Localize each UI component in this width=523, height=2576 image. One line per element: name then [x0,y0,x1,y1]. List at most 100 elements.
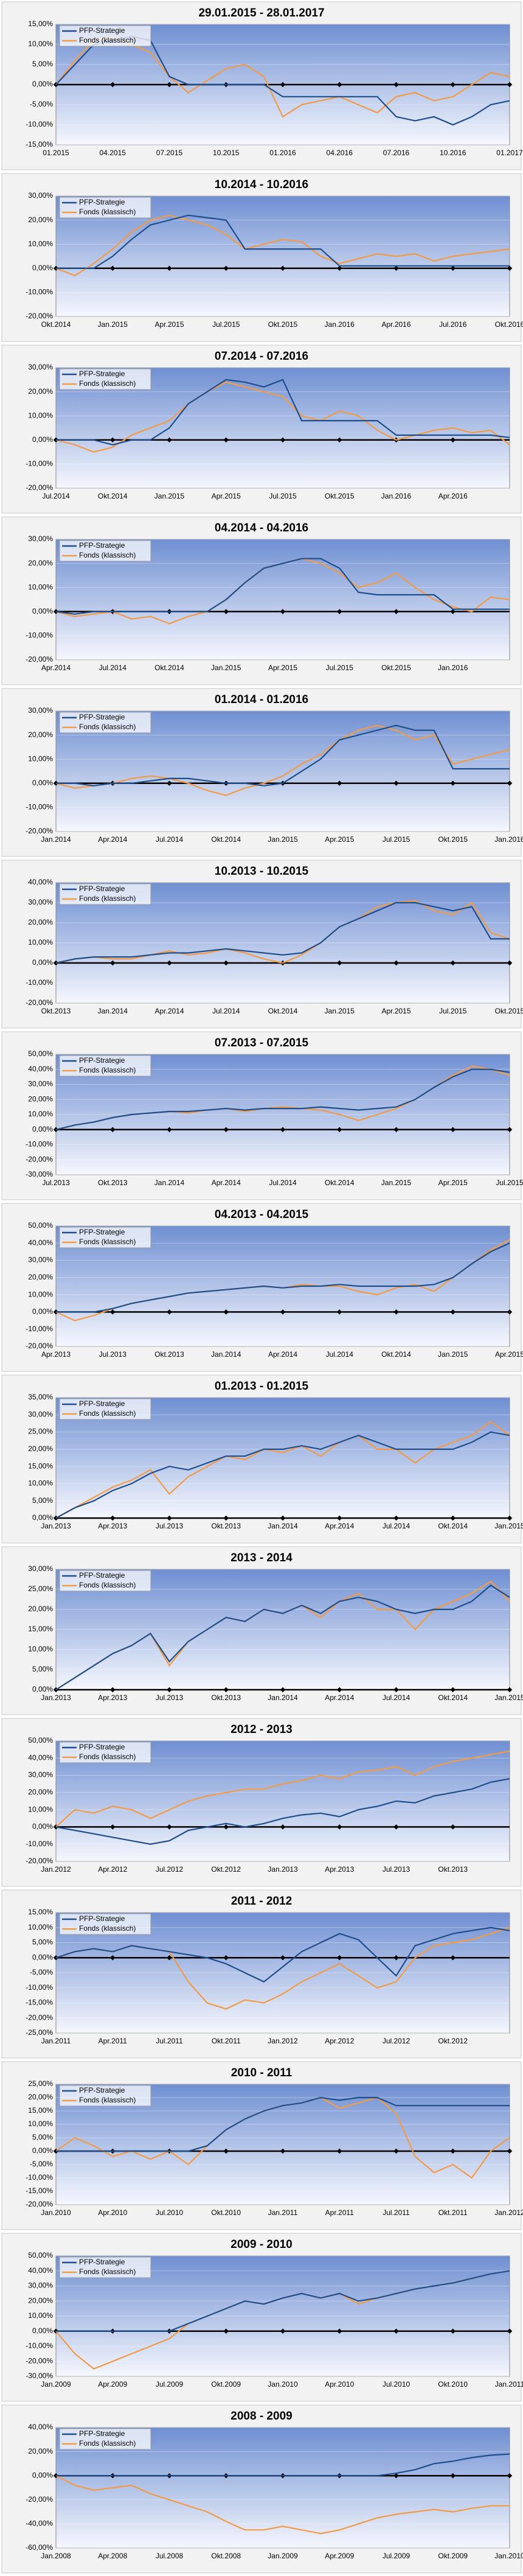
chart-title: 01.2013 - 01.2015 [215,1380,309,1393]
x-tick-marker [450,1955,455,1961]
x-tick-label: Apr.2012 [325,2037,354,2045]
x-tick-label: Jul.2015 [326,663,354,672]
x-tick-label: 04.2015 [100,149,126,157]
x-tick-label: Jul.2013 [383,1865,410,1874]
series-line [55,381,510,453]
x-tick-label: Jul.2015 [269,492,297,500]
series-line [55,1927,510,1983]
x-tick-marker [450,2148,455,2154]
y-tick-label: 10,00% [28,583,53,591]
x-tick-marker [507,2148,513,2154]
x-tick-marker [507,960,513,966]
series-line [55,901,510,964]
chart-title: 2010 - 2011 [231,2067,293,2079]
y-tick-label: -20,00% [26,2495,53,2504]
x-tick-label: 10.2016 [440,149,466,157]
x-tick-marker [393,265,399,271]
x-tick-marker [223,2328,229,2334]
x-tick-marker [223,265,229,271]
x-tick-label: Jul.2016 [439,320,467,329]
y-tick-label: 30,00% [28,191,53,200]
legend-label: PFP-Strategie [79,1743,125,1751]
y-tick-label: 10,00% [28,1805,53,1813]
x-tick-label: Apr.2013 [98,1522,127,1530]
legend-label: Fonds (klassisch) [79,2096,136,2104]
x-tick-marker [337,2148,342,2154]
x-tick-label: Jul.2012 [383,2037,410,2045]
y-tick-label: 50,00% [28,1049,53,1058]
y-tick-label: -15,00% [26,140,53,149]
x-tick-marker [167,1824,172,1830]
legend-label: Fonds (klassisch) [79,1924,136,1933]
legend-box [59,2256,151,2278]
x-tick-marker [110,82,116,88]
legend-label: Fonds (klassisch) [79,1066,136,1074]
x-tick-marker [337,780,342,786]
chart-title: 07.2014 - 07.2016 [215,350,308,363]
x-tick-label: Jan.2015 [98,320,128,329]
x-tick-marker [167,265,172,271]
y-tick-label: 10,00% [28,239,53,248]
x-tick-label: Jul.2014 [156,835,184,844]
legend-label: Fonds (klassisch) [79,36,136,44]
x-tick-label: Apr.2009 [325,2552,354,2560]
y-tick-label: 0,00% [32,2326,53,2335]
x-tick-label: 07.2016 [383,149,410,157]
y-tick-label: -10,00% [26,1325,53,1333]
y-tick-label: 10,00% [28,1923,53,1931]
x-tick-marker [337,265,342,271]
x-tick-label: 01.2015 [43,149,69,157]
x-tick-marker [450,1824,455,1830]
y-tick-label: -20,00% [26,1155,53,1163]
x-tick-marker [167,1309,172,1315]
legend-label: PFP-Strategie [79,369,125,378]
y-tick-label: 30,00% [28,1564,53,1573]
y-tick-label: 5,00% [32,1665,53,1673]
x-tick-label: Okt.2015 [495,1007,523,1015]
legend-box [59,2085,151,2107]
x-tick-label: 07.2015 [156,149,183,157]
legend-label: Fonds (klassisch) [79,2439,136,2448]
y-tick-label: 0,00% [32,264,53,272]
x-tick-label: Jan.2015 [381,1178,412,1187]
x-tick-marker [450,609,455,615]
x-tick-label: Okt.2013 [211,1522,241,1530]
x-tick-label: Jul.2015 [439,1007,467,1015]
x-tick-label: Jan.2009 [41,2380,71,2389]
y-tick-label: -20,00% [26,483,53,492]
x-tick-label: Jul.2014 [212,1007,240,1015]
x-tick-label: Jan.2016 [494,835,523,844]
x-tick-label: Okt.2015 [268,320,298,329]
series-line [55,558,510,615]
x-tick-label: Apr.2015 [268,663,297,672]
y-tick-label: 35,00% [28,1393,53,1401]
series-line [56,2096,510,2152]
legend-box [59,1741,151,1763]
y-tick-label: 40,00% [28,878,53,886]
x-tick-label: Jul.2011 [383,2208,410,2217]
y-tick-label: -5,00% [30,1968,53,1976]
y-tick-label: -20,00% [26,655,53,663]
x-tick-marker [280,437,286,443]
x-tick-marker [337,609,342,615]
x-tick-marker [393,1127,399,1132]
x-tick-label: Okt.2015 [438,835,468,844]
x-tick-label: Okt.2014 [98,492,128,500]
y-tick-label: 10,00% [28,2119,53,2128]
chart-title: 10.2014 - 10.2016 [215,178,308,191]
x-tick-marker [223,1127,229,1132]
y-tick-label: 25,00% [28,2079,53,2088]
x-tick-label: Okt.2010 [438,2380,468,2389]
y-tick-label: 10,00% [28,754,53,763]
x-tick-label: Jan.2013 [41,1522,71,1530]
x-tick-label: 01.2016 [269,149,296,157]
legend-box [59,1570,151,1592]
x-tick-marker [280,265,286,271]
y-tick-label: 0,00% [32,1822,53,1831]
x-tick-label: Jan.2013 [268,1865,298,1874]
x-tick-label: Apr.2016 [438,492,468,500]
y-tick-label: -10,00% [26,978,53,987]
x-tick-label: Jul.2008 [156,2552,184,2560]
x-tick-label: 01.2017 [496,149,523,157]
x-tick-marker [280,1687,286,1693]
